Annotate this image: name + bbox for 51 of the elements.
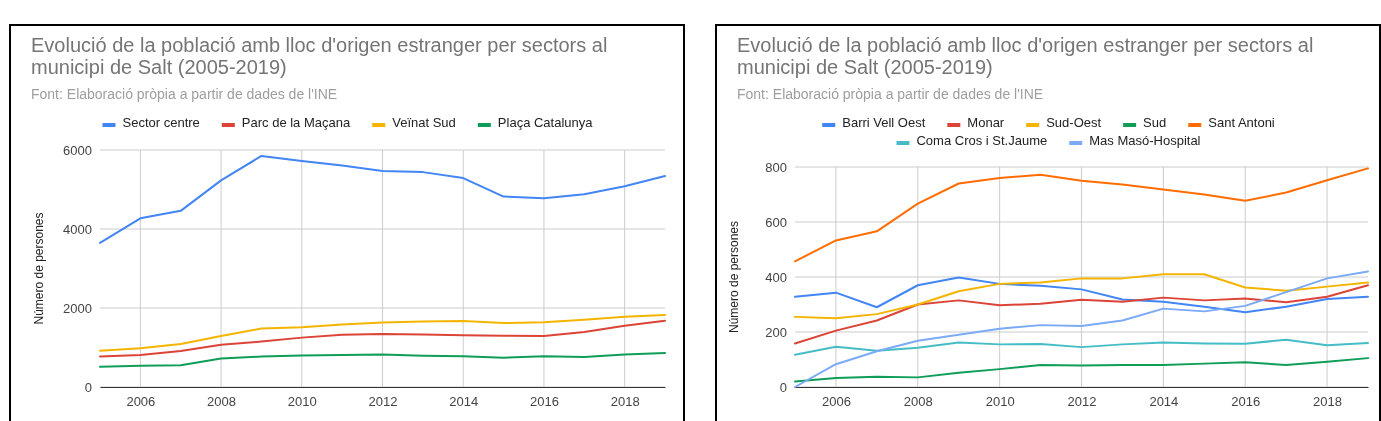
y-tick-label: 200	[765, 324, 787, 340]
line-series	[794, 276, 1369, 314]
line-series	[794, 273, 1369, 320]
x-tick-label: 2012	[1067, 394, 1097, 410]
line-series	[99, 319, 666, 358]
line-series	[794, 338, 1369, 356]
legend-label: Sud-Oest	[1046, 115, 1102, 130]
chart-title: Evolució de la població amb lloc d'origen estranger per sectors al municipi de Salt (2005-2019)	[31, 34, 608, 78]
chart-subtitle: Font: Elaboració pròpia a partir de dades de l'INE	[737, 86, 1044, 102]
legend-label: Monar	[967, 115, 1005, 130]
legend-label: Veïnat Sud	[392, 115, 456, 130]
x-tick-label: 2014	[449, 394, 479, 410]
y-tick-label: 6000	[63, 142, 92, 158]
line-series	[794, 270, 1369, 388]
x-tick-label: 2008	[903, 394, 933, 410]
legend-label: Coma Cros i St.Jaume	[916, 133, 1048, 148]
legend-label: Sant Antoni	[1208, 115, 1275, 130]
y-tick-label: 600	[765, 214, 787, 230]
y-tick-label: 2000	[63, 300, 92, 316]
y-tick-label: 4000	[63, 221, 92, 237]
y-axis-title: Número de persones	[32, 212, 46, 325]
x-tick-label: 2010	[287, 394, 317, 410]
x-tick-label: 2006	[821, 394, 851, 410]
x-tick-label: 2018	[1313, 394, 1343, 410]
legend-label: Barri Vell Oest	[842, 115, 926, 130]
legend-label: Mas Masó-Hospital	[1089, 133, 1201, 148]
line-series	[794, 357, 1369, 383]
chart-subtitle: Font: Elaboració pròpia a partir de dades de l'INE	[31, 86, 338, 102]
x-tick-label: 2014	[1149, 394, 1179, 410]
y-axis-title: Número de persones	[727, 220, 741, 334]
x-tick-label: 2018	[610, 394, 640, 410]
x-tick-label: 2010	[985, 394, 1015, 410]
legend-label: Sud	[1143, 115, 1167, 130]
y-tick-label: 0	[84, 379, 92, 395]
line-series	[99, 352, 666, 368]
legend-label: Sector centre	[122, 115, 200, 130]
legend-label: Parc de la Maçana	[241, 115, 351, 130]
legend-label: Plaça Catalunya	[497, 115, 594, 130]
x-tick-label: 2006	[126, 394, 156, 410]
chart-title: Evolució de la població amb lloc d'origen estranger per sectors al municipi de Salt (2005-2019)	[737, 34, 1314, 78]
x-tick-label: 2012	[368, 394, 398, 410]
y-tick-label: 400	[765, 269, 787, 285]
line-series	[794, 167, 1369, 263]
x-tick-label: 2008	[207, 394, 237, 410]
x-tick-label: 2016	[1231, 394, 1261, 410]
line-series	[99, 314, 666, 352]
y-tick-label: 0	[779, 379, 787, 395]
x-tick-label: 2016	[529, 394, 559, 410]
line-series	[794, 284, 1369, 345]
y-tick-label: 800	[765, 159, 787, 175]
line-series	[99, 154, 666, 244]
